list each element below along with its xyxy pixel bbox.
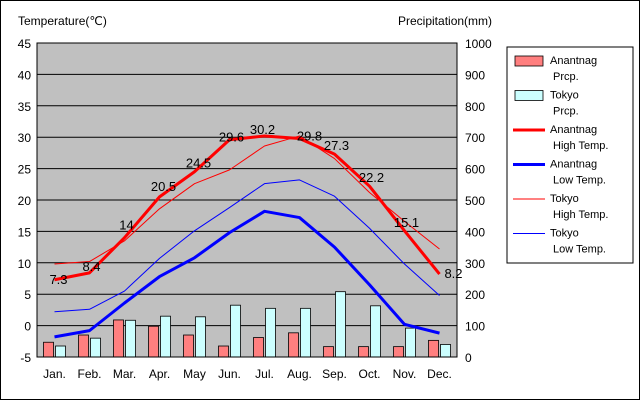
temp-data-label: 22.2: [359, 170, 384, 185]
precip-bar: [148, 325, 159, 358]
right-tick-label: 300: [465, 257, 485, 271]
temp-data-label: 15.1: [394, 215, 419, 230]
right-axis-title: Precipitation(mm): [398, 14, 492, 28]
temp-line: [54, 209, 440, 339]
precip-bar: [288, 332, 299, 358]
left-tick-label: 45: [18, 37, 32, 51]
legend-box: [506, 46, 634, 264]
precip-bar: [265, 307, 276, 358]
left-tick-label: 20: [18, 194, 32, 208]
precip-bar: [55, 345, 66, 358]
precip-bar: [195, 316, 206, 358]
legend-swatch: [514, 90, 544, 101]
left-tick-label: 10: [18, 257, 32, 271]
temp-data-label: 29.6: [219, 130, 244, 145]
x-tick-label: Sep.: [322, 367, 347, 381]
precip-bar: [183, 334, 194, 358]
legend-label: Prcp.: [553, 71, 579, 83]
left-tick-label: 25: [18, 163, 32, 177]
x-tick-label: Oct.: [358, 367, 380, 381]
precip-bar: [43, 341, 54, 358]
left-tick-label: 5: [24, 288, 31, 302]
legend-label: Low Temp.: [553, 175, 606, 187]
legend-label: Tokyo: [550, 228, 579, 240]
right-tick-label: 800: [465, 100, 485, 114]
x-tick-label: Jun.: [218, 367, 241, 381]
precip-bar: [335, 291, 346, 358]
legend-label: Anantnag: [550, 124, 597, 136]
temp-data-label: 14: [119, 218, 133, 233]
x-tick-label: Dec.: [427, 367, 452, 381]
left-tick-label: 35: [18, 100, 32, 114]
plot-border: [36, 42, 458, 358]
precip-bar: [160, 315, 171, 358]
temp-data-label: 30.2: [250, 122, 275, 137]
left-tick-label: 0: [24, 320, 31, 334]
right-tick-label: 100: [465, 320, 485, 334]
temp-data-label: 8.2: [444, 266, 462, 281]
right-tick-label: 500: [465, 194, 485, 208]
precip-bar: [78, 334, 89, 358]
precip-bar: [113, 319, 124, 358]
left-tick-label: 40: [18, 68, 32, 82]
precip-bar: [323, 346, 334, 358]
precip-bar: [405, 327, 416, 358]
legend-label: Anantnag: [550, 159, 597, 171]
precip-bar: [125, 319, 136, 358]
precip-bar: [428, 339, 439, 358]
legend-label: Low Temp.: [553, 244, 606, 256]
right-tick-label: 900: [465, 68, 485, 82]
precip-bar: [393, 346, 404, 358]
temp-line: [54, 179, 440, 313]
x-tick-label: Aug.: [287, 367, 312, 381]
legend-label: Tokyo: [550, 193, 579, 205]
left-tick-label: -5: [20, 351, 31, 365]
legend-label: Tokyo: [550, 90, 579, 102]
temp-line: [54, 134, 441, 282]
x-tick-label: Nov.: [393, 367, 417, 381]
precip-bar: [440, 344, 451, 358]
right-tick-label: 600: [465, 163, 485, 177]
legend-label: High Temp.: [553, 209, 608, 221]
legend-swatch: [514, 55, 544, 67]
right-tick-label: 700: [465, 131, 485, 145]
x-tick-label: Jan.: [43, 367, 66, 381]
precip-bar: [230, 304, 241, 358]
x-tick-label: May: [183, 367, 206, 381]
x-tick-label: Feb.: [77, 367, 101, 381]
temp-data-label: 20.5: [151, 179, 176, 194]
temp-data-label: 24.5: [186, 156, 211, 171]
left-tick-label: 30: [18, 131, 32, 145]
right-tick-label: 0: [465, 351, 472, 365]
precip-bar: [300, 307, 311, 358]
right-tick-label: 400: [465, 225, 485, 239]
legend-label: Prcp.: [553, 106, 579, 118]
right-tick-label: 200: [465, 288, 485, 302]
x-tick-label: Mar.: [113, 367, 136, 381]
precip-bar: [218, 345, 229, 358]
temp-data-label: 27.3: [324, 138, 349, 153]
temp-data-label: 7.3: [49, 272, 67, 287]
temp-data-label: 29.8: [297, 128, 322, 143]
legend-label: High Temp.: [553, 140, 608, 152]
precip-bar: [253, 337, 264, 358]
x-tick-label: Apr.: [149, 367, 170, 381]
precip-bar: [358, 346, 369, 358]
legend-label: Anantnag: [550, 55, 597, 67]
temp-data-label: 8.4: [82, 259, 100, 274]
precip-bar: [90, 337, 101, 358]
left-axis-title: Temperature(℃): [18, 14, 107, 28]
left-tick-label: 15: [18, 225, 32, 239]
x-tick-label: Jul.: [255, 367, 274, 381]
right-tick-label: 1000: [465, 37, 492, 51]
precip-bar: [370, 305, 381, 358]
